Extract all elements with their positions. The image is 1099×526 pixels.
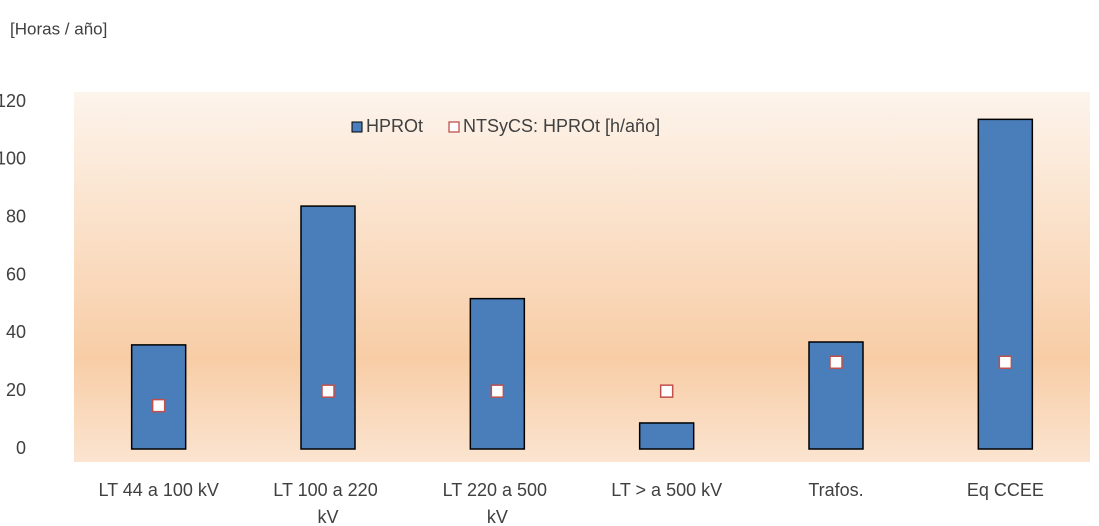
marker: [151, 398, 166, 413]
marker: [998, 355, 1013, 369]
x-tick-label-line: LT 100 a 220: [273, 480, 382, 500]
marker: [829, 355, 843, 369]
legend-label: HPROt: [366, 116, 423, 136]
legend-swatch: [351, 121, 363, 133]
x-tick-label-line: kV: [487, 507, 508, 526]
legend-swatch: [448, 121, 460, 133]
x-tick-label: Eq CCEE: [967, 480, 1044, 500]
bar: [977, 118, 1034, 450]
y-tick-label: 100: [0, 149, 26, 169]
x-tick-label: LT > a 500 kV: [611, 480, 722, 500]
y-axis-label: [Horas / año]: [10, 19, 107, 38]
x-tick-label: LT 44 a 100 kV: [98, 480, 218, 500]
y-tick-label: 60: [6, 264, 26, 284]
bar: [638, 422, 695, 450]
plot-background: [74, 92, 1090, 462]
x-tick-label-line: LT 220 a 500: [443, 480, 552, 500]
y-tick-label: 0: [16, 438, 26, 458]
marker: [659, 384, 674, 398]
x-tick-label-line: kV: [317, 507, 338, 526]
y-tick-label: 80: [6, 206, 26, 226]
x-tick-label: LT 100 a 220 kV: [273, 480, 382, 526]
marker: [490, 384, 505, 398]
y-tick-label: 20: [6, 380, 26, 400]
x-tick-label: Trafos.: [808, 480, 863, 500]
marker: [321, 384, 335, 398]
bar: [300, 205, 356, 450]
y-tick-label: 40: [6, 322, 26, 342]
y-tick-label: 120: [0, 91, 26, 111]
bar: [469, 297, 526, 450]
bar: [130, 344, 187, 450]
x-tick-label: LT 220 a 500 kV: [443, 480, 552, 526]
legend-label: NTSyCS: HPROt [h/año]: [463, 116, 660, 136]
